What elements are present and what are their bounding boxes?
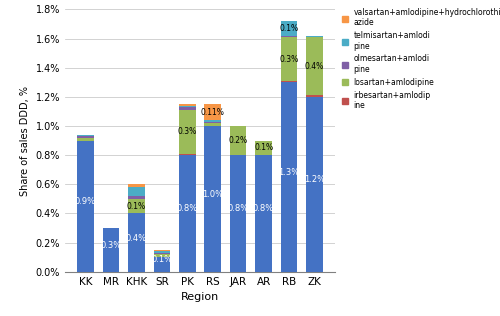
Bar <box>306 97 322 272</box>
Bar <box>179 154 196 155</box>
Bar <box>128 187 144 196</box>
Bar <box>281 37 297 81</box>
Bar <box>179 110 196 154</box>
Bar <box>256 141 272 155</box>
Text: 0.4%: 0.4% <box>126 234 147 243</box>
Bar <box>204 122 221 123</box>
Bar <box>230 155 246 272</box>
Text: 0.3%: 0.3% <box>178 127 197 137</box>
Bar <box>230 126 246 155</box>
X-axis label: Region: Region <box>181 292 219 302</box>
Bar <box>102 228 119 272</box>
Y-axis label: Share of sales DDD, %: Share of sales DDD, % <box>20 86 30 196</box>
Bar <box>281 82 297 272</box>
Text: 0.1%: 0.1% <box>254 143 273 152</box>
Bar <box>128 199 144 214</box>
Bar <box>154 257 170 272</box>
Bar <box>306 36 322 37</box>
Bar <box>78 135 94 136</box>
Text: 0.2%: 0.2% <box>228 136 248 145</box>
Text: 0.1%: 0.1% <box>152 255 172 264</box>
Bar <box>204 104 221 120</box>
Text: 0.8%: 0.8% <box>228 204 249 214</box>
Bar <box>306 37 322 95</box>
Text: 1.0%: 1.0% <box>202 190 224 199</box>
Bar <box>78 136 94 138</box>
Text: 0.9%: 0.9% <box>75 197 96 206</box>
Text: 0.3%: 0.3% <box>280 55 298 64</box>
Bar <box>179 106 196 107</box>
Bar <box>204 126 221 272</box>
Bar <box>154 250 170 251</box>
Bar <box>204 120 221 122</box>
Text: 1.2%: 1.2% <box>304 175 325 184</box>
Bar <box>281 21 297 36</box>
Bar <box>128 184 144 187</box>
Text: 0.8%: 0.8% <box>176 204 198 214</box>
Bar <box>128 214 144 272</box>
Bar <box>204 123 221 126</box>
Legend: valsartan+amlodipine+hydrochlorothi
azide, telmisartan+amlodi
pine, olmesartan+a: valsartan+amlodipine+hydrochlorothi azid… <box>342 8 500 110</box>
Text: 1.3%: 1.3% <box>278 168 299 177</box>
Bar <box>128 196 144 199</box>
Bar <box>154 251 170 253</box>
Text: 0.11%: 0.11% <box>201 108 224 117</box>
Bar <box>78 141 94 272</box>
Text: 0.1%: 0.1% <box>127 202 146 211</box>
Text: 0.3%: 0.3% <box>100 241 121 250</box>
Bar <box>281 81 297 82</box>
Bar <box>306 95 322 97</box>
Text: 0.1%: 0.1% <box>280 24 298 33</box>
Bar <box>179 107 196 110</box>
Bar <box>154 253 170 254</box>
Bar <box>179 155 196 272</box>
Bar <box>281 36 297 37</box>
Text: 0.4%: 0.4% <box>305 62 324 71</box>
Bar <box>78 138 94 141</box>
Text: 0.8%: 0.8% <box>253 204 274 214</box>
Bar <box>154 254 170 257</box>
Bar <box>179 104 196 106</box>
Bar <box>256 155 272 272</box>
